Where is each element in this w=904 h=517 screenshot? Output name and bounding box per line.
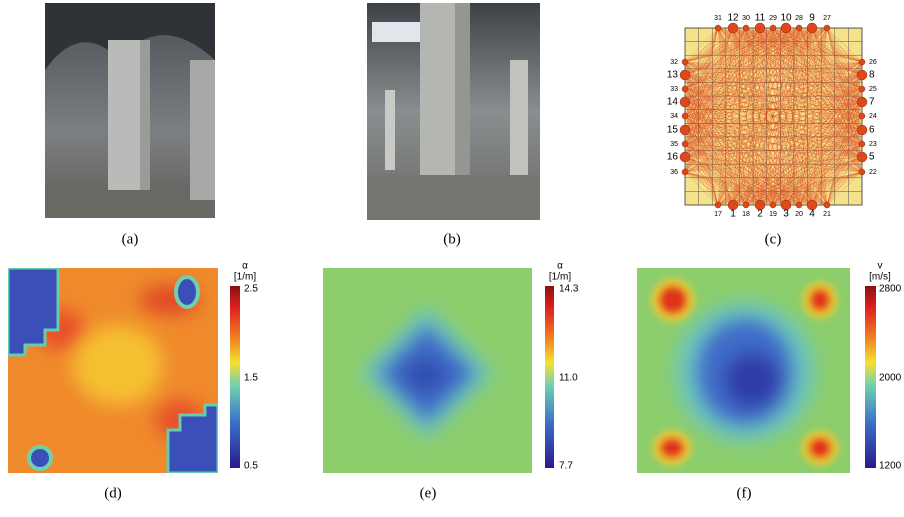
sensor [781, 23, 791, 33]
sensor-label: 27 [823, 15, 831, 22]
sensor-label: 6 [869, 125, 875, 136]
panel-label: (e) [420, 485, 437, 501]
sensor [680, 70, 690, 80]
sensor-label: 1 [730, 209, 736, 220]
sensor-label: 5 [869, 152, 875, 163]
heatmap-e [323, 268, 532, 473]
sensor-diagram: 31 17 12 1 30 18 11 2 29 19 10 3 28 20 9 4 27 21 32 26 13 8 33… [667, 13, 877, 220]
panel-label: (b) [443, 231, 461, 247]
sensor [770, 202, 776, 208]
sensor-label: 17 [714, 211, 722, 218]
sensor [859, 169, 865, 175]
colorbar-tick-label: 14.3 [559, 284, 579, 295]
sensor [859, 141, 865, 147]
colorbar-unit: [1/m] [234, 272, 256, 283]
colorbar-unit: [1/m] [549, 272, 571, 283]
sensor-label: 9 [809, 13, 815, 24]
sensor [857, 152, 867, 162]
sensor-label: 16 [667, 152, 679, 163]
panel-label: (f) [737, 485, 752, 501]
panel-label: (a) [122, 231, 139, 247]
sensor [857, 125, 867, 135]
colorbar-unit: [m/s] [869, 272, 891, 283]
sensor-label: 14 [667, 97, 679, 108]
colorbar-symbol: v [878, 261, 883, 272]
colorbar-symbol: α [242, 261, 248, 272]
sensor [859, 113, 865, 119]
sensor-label: 23 [869, 141, 877, 148]
sensor [682, 59, 688, 65]
photo-a [45, 3, 215, 218]
colorbar-tick-label: 1200 [879, 461, 902, 472]
colorbar [230, 286, 240, 468]
sensor-label: 30 [742, 15, 750, 22]
sensor-label: 24 [869, 113, 877, 120]
sensor [728, 23, 738, 33]
sensor [743, 25, 749, 31]
colorbar-tick-label: 2000 [879, 373, 902, 384]
sensor-label: 13 [667, 70, 679, 81]
sensor-label: 28 [795, 15, 803, 22]
sensor [796, 202, 802, 208]
colorbar [865, 286, 876, 468]
panel-label: (d) [104, 485, 122, 501]
sensor [680, 97, 690, 107]
sensor-label: 10 [780, 13, 792, 24]
sensor [770, 25, 776, 31]
colorbar [545, 286, 554, 468]
heatmap-d [8, 268, 218, 473]
sensor [755, 23, 765, 33]
sensor-label: 3 [783, 209, 789, 220]
sensor [857, 70, 867, 80]
sensor-label: 36 [670, 169, 678, 176]
sensor-label: 34 [670, 113, 678, 120]
sensor [680, 125, 690, 135]
sensor [682, 86, 688, 92]
sensor [824, 202, 830, 208]
photo-b [367, 3, 540, 220]
sensor-label: 15 [667, 125, 679, 136]
colorbar-tick-label: 7.7 [559, 461, 573, 472]
sensor [715, 25, 721, 31]
sensor [824, 25, 830, 31]
sensor-label: 18 [742, 211, 750, 218]
sensor-label: 35 [670, 141, 678, 148]
heatmap-f [637, 268, 850, 473]
colorbar-tick-label: 1.5 [244, 373, 258, 384]
sensor-label: 22 [869, 169, 877, 176]
sensor [796, 25, 802, 31]
sensor-label: 20 [795, 211, 803, 218]
sensor [680, 152, 690, 162]
sensor [859, 86, 865, 92]
sensor [682, 169, 688, 175]
sensor-label: 26 [869, 59, 877, 66]
sensor [682, 113, 688, 119]
sensor [859, 59, 865, 65]
colorbar-tick-label: 2800 [879, 284, 902, 295]
sensor-label: 21 [823, 211, 831, 218]
sensor-label: 7 [869, 97, 875, 108]
sensor-label: 33 [670, 86, 678, 93]
sensor-label: 8 [869, 70, 875, 81]
colorbar-tick-label: 0.5 [244, 461, 258, 472]
sensor [743, 202, 749, 208]
sensor-label: 12 [727, 13, 739, 24]
sensor-label: 25 [869, 86, 877, 93]
colorbar-tick-label: 2.5 [244, 284, 258, 295]
sensor [807, 23, 817, 33]
sensor-label: 29 [769, 15, 777, 22]
sensor-label: 19 [769, 211, 777, 218]
colorbar-symbol: α [557, 261, 563, 272]
sensor [857, 97, 867, 107]
sensor-label: 31 [714, 15, 722, 22]
colorbar-tick-label: 11.0 [559, 373, 578, 384]
sensor-label: 11 [755, 13, 766, 24]
sensor-label: 4 [809, 209, 815, 220]
sensor-label: 2 [757, 209, 763, 220]
sensor [715, 202, 721, 208]
figure: 31 17 12 1 30 18 11 2 29 19 10 3 28 20 9 4 27 21 32 26 13 8 33… [0, 0, 904, 512]
sensor-label: 32 [670, 59, 678, 66]
sensor [682, 141, 688, 147]
panel-label: (c) [765, 231, 782, 247]
